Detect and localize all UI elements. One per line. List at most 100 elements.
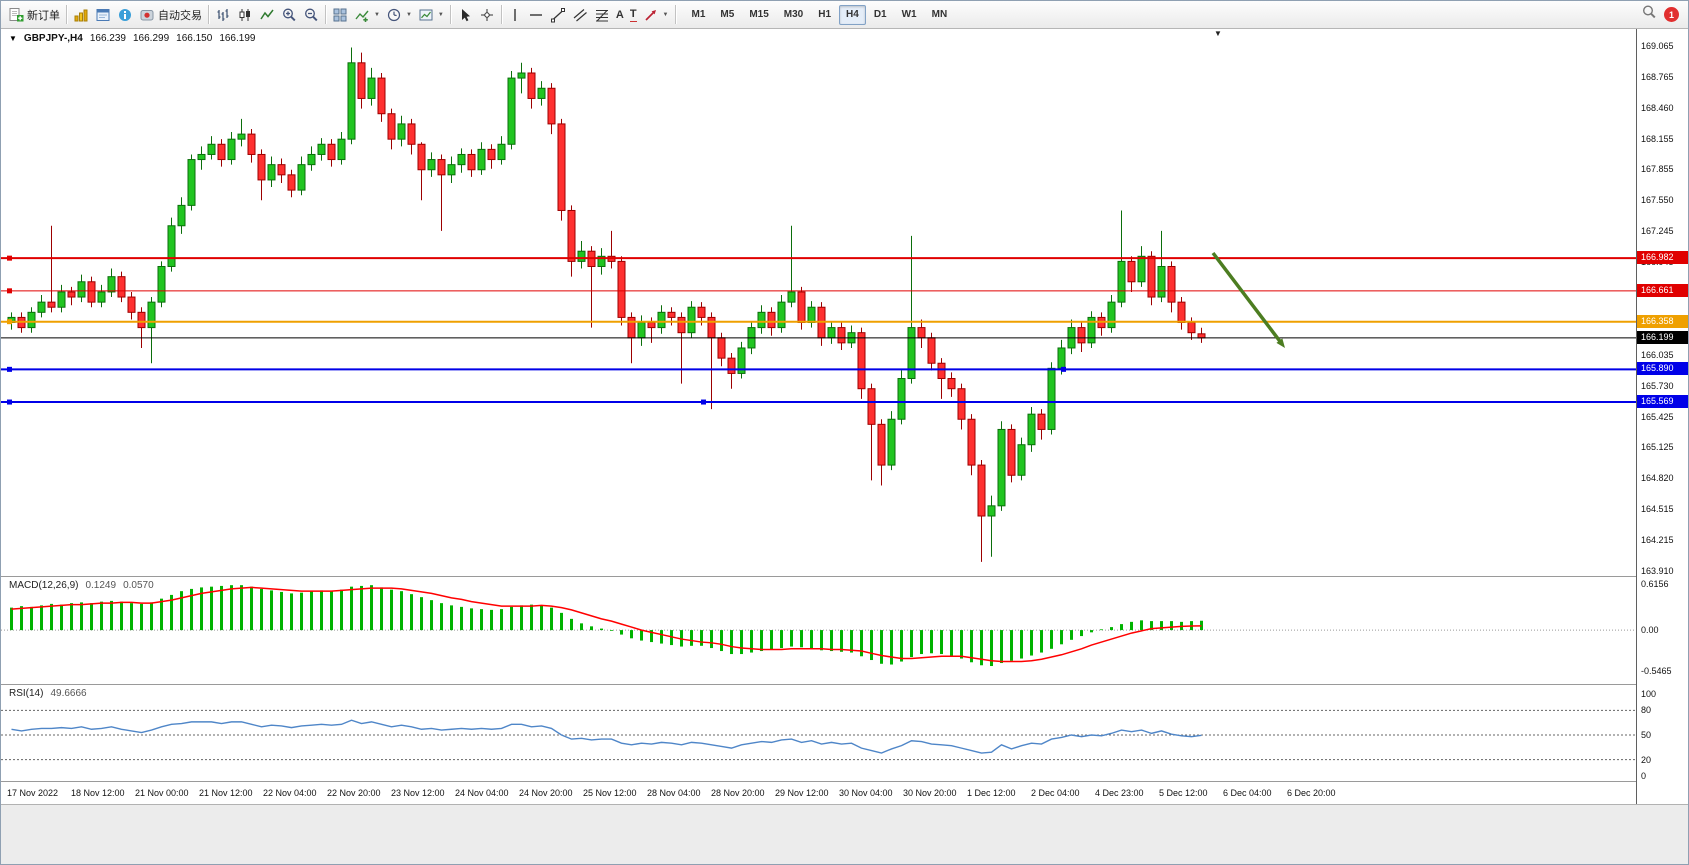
price-axis[interactable]: 169.065 168.765 168.460 168.155 167.855 167.5… bbox=[1636, 29, 1688, 804]
line-handle[interactable] bbox=[7, 255, 12, 261]
cursor-button[interactable] bbox=[454, 3, 476, 27]
auto-trading-icon bbox=[139, 7, 155, 23]
price-tick-label: 167.855 bbox=[1641, 164, 1674, 175]
time-tick-label: 21 Nov 00:00 bbox=[135, 788, 189, 798]
tf-button-w1[interactable]: W1 bbox=[895, 5, 924, 25]
macd-signal-value: 0.0570 bbox=[123, 580, 154, 591]
chart-shift-marker[interactable]: ▼ bbox=[1214, 29, 1222, 38]
time-tick-label: 30 Nov 20:00 bbox=[903, 788, 957, 798]
main-price-chart[interactable] bbox=[1, 29, 1638, 576]
arrow-annotation[interactable] bbox=[1211, 251, 1285, 348]
chevron-down-icon: ▼ bbox=[662, 11, 669, 18]
symbol-label: GBPJPY-,H4 bbox=[23, 33, 83, 44]
price-tick-label: 164.820 bbox=[1641, 473, 1674, 484]
toolbar-separator bbox=[325, 5, 326, 24]
auto-trading-button[interactable]: 自动交易 bbox=[136, 3, 205, 27]
ohlc-close: 166.199 bbox=[219, 33, 256, 44]
line-handle[interactable] bbox=[701, 399, 706, 405]
market-watch-icon bbox=[73, 7, 89, 23]
cursor-icon bbox=[457, 7, 473, 23]
toolbar-right: 1 bbox=[1641, 4, 1684, 25]
equidistant-channel-button[interactable] bbox=[569, 3, 591, 27]
time-tick-label: 28 Nov 04:00 bbox=[647, 788, 701, 798]
time-tick-label: 6 Dec 20:00 bbox=[1287, 788, 1336, 798]
time-axis[interactable]: 17 Nov 2022 18 Nov 12:00 21 Nov 00:00 21 No… bbox=[1, 781, 1638, 804]
time-tick-label: 22 Nov 20:00 bbox=[327, 788, 381, 798]
tf-button-m15[interactable]: M15 bbox=[742, 5, 775, 25]
hline-price-badge: 166.661 bbox=[1637, 283, 1688, 297]
line-chart-button[interactable] bbox=[256, 3, 278, 27]
time-tick-label: 6 Dec 04:00 bbox=[1223, 788, 1272, 798]
panel-separator[interactable] bbox=[1, 576, 1639, 577]
time-tick-label: 5 Dec 12:00 bbox=[1159, 788, 1208, 798]
tf-button-h4[interactable]: H4 bbox=[839, 4, 866, 25]
price-tick-label: 168.765 bbox=[1641, 71, 1674, 82]
time-tick-label: 18 Nov 12:00 bbox=[71, 788, 125, 798]
vertical-line-button[interactable] bbox=[505, 3, 525, 27]
panel-separator[interactable] bbox=[1, 684, 1639, 685]
tf-button-m30[interactable]: M30 bbox=[777, 5, 810, 25]
tf-button-d1[interactable]: D1 bbox=[867, 5, 894, 25]
price-tick-label: 168.155 bbox=[1641, 133, 1674, 144]
toolbar-separator bbox=[66, 5, 67, 24]
symbol-dropdown-icon[interactable]: ▼ bbox=[9, 34, 17, 43]
zoom-in-button[interactable] bbox=[278, 3, 300, 27]
line-handle[interactable] bbox=[7, 399, 12, 405]
line-handle[interactable] bbox=[1061, 366, 1066, 372]
rsi-indicator-panel[interactable] bbox=[1, 684, 1638, 781]
text-label-button[interactable]: T bbox=[627, 3, 640, 27]
zoom-out-button[interactable] bbox=[300, 3, 322, 27]
bar-chart-button[interactable] bbox=[212, 3, 234, 27]
price-tick-label: 167.550 bbox=[1641, 195, 1674, 206]
rsi-scale-label: 100 bbox=[1641, 689, 1657, 699]
chevron-down-icon: ▼ bbox=[374, 11, 380, 18]
new-order-button[interactable]: 新订单 bbox=[5, 3, 63, 27]
templates-button[interactable]: ▼ bbox=[415, 3, 447, 27]
terminal-button[interactable] bbox=[92, 3, 114, 27]
price-tick-label: 164.515 bbox=[1641, 504, 1674, 515]
line-handle[interactable] bbox=[7, 366, 12, 372]
line-handle[interactable] bbox=[7, 319, 12, 325]
macd-signal-line bbox=[11, 586, 1202, 663]
macd-scale-label: 0.00 bbox=[1641, 625, 1659, 636]
time-tick-label: 30 Nov 04:00 bbox=[839, 788, 893, 798]
chevron-down-icon: ▼ bbox=[437, 11, 444, 18]
tf-button-m1[interactable]: M1 bbox=[685, 5, 713, 25]
text-button[interactable]: A bbox=[613, 3, 627, 27]
indicators-button[interactable]: ▼ bbox=[351, 3, 383, 27]
candlestick-chart-button[interactable] bbox=[234, 3, 256, 27]
tf-button-mn[interactable]: MN bbox=[925, 5, 955, 25]
crosshair-button[interactable] bbox=[476, 3, 498, 27]
trendline-button[interactable] bbox=[547, 3, 569, 27]
ohlc-high: 166.299 bbox=[133, 33, 170, 44]
tile-windows-icon bbox=[332, 7, 348, 23]
clock-icon bbox=[386, 7, 402, 23]
time-tick-label: 24 Nov 20:00 bbox=[519, 788, 573, 798]
data-window-button[interactable] bbox=[114, 3, 136, 27]
hline-price-badge: 165.890 bbox=[1637, 362, 1688, 376]
time-tick-label: 1 Dec 12:00 bbox=[967, 788, 1016, 798]
auto-trading-label: 自动交易 bbox=[158, 9, 202, 22]
macd-indicator-panel[interactable] bbox=[1, 576, 1638, 684]
line-handle[interactable] bbox=[7, 288, 12, 294]
notification-badge[interactable]: 1 bbox=[1664, 7, 1679, 22]
rsi-scale-label: 0 bbox=[1641, 771, 1647, 781]
time-tick-label: 4 Dec 23:00 bbox=[1095, 788, 1144, 798]
fibonacci-button[interactable] bbox=[591, 3, 613, 27]
tf-button-m5[interactable]: M5 bbox=[713, 5, 741, 25]
text-icon: A bbox=[615, 8, 624, 21]
horizontal-line-icon bbox=[528, 7, 544, 23]
search-icon[interactable] bbox=[1641, 4, 1657, 25]
tile-windows-button[interactable] bbox=[329, 3, 351, 27]
price-tick-label: 163.910 bbox=[1641, 566, 1674, 576]
indicators-icon bbox=[354, 7, 370, 23]
horizontal-line-button[interactable] bbox=[525, 3, 547, 27]
timeframes-menu-button[interactable]: ▼ bbox=[383, 3, 415, 27]
market-watch-button[interactable] bbox=[70, 3, 92, 27]
hline-price-badge: 166.358 bbox=[1637, 314, 1688, 328]
arrows-button[interactable]: ▼ bbox=[640, 3, 672, 27]
vertical-line-icon bbox=[508, 7, 522, 23]
tf-button-h1[interactable]: H1 bbox=[811, 5, 838, 25]
chevron-down-icon: ▼ bbox=[405, 11, 412, 18]
time-tick-label: 21 Nov 12:00 bbox=[199, 788, 253, 798]
